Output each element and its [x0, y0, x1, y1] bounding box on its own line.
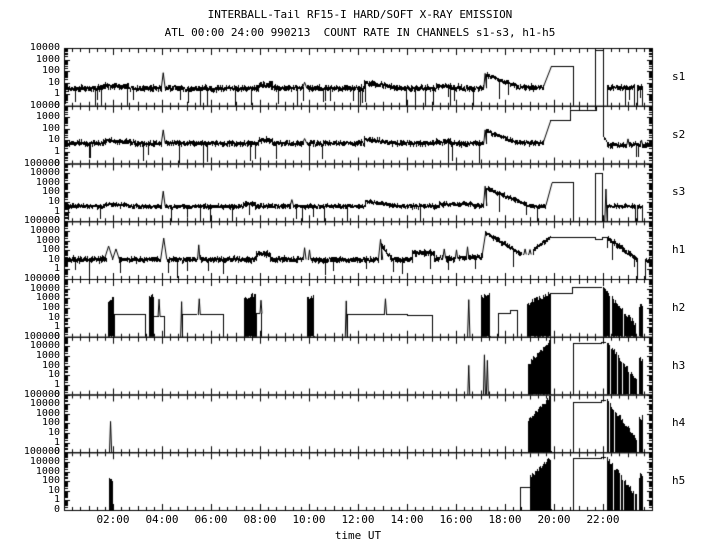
y-tick-label: 0 [53, 446, 60, 458]
y-tick-label: 100 [41, 301, 60, 313]
y-tick-label: 1000 [35, 292, 60, 304]
y-tick-label: 0 [53, 504, 60, 515]
y-tick-label: 100000 [23, 157, 60, 169]
y-tick-label: 100 [41, 186, 60, 198]
x-tick-label: 04:00 [145, 513, 179, 526]
y-tick-label: 0 [53, 99, 60, 111]
x-tick-label: 08:00 [243, 513, 277, 526]
y-tick-label: 1000 [35, 350, 60, 361]
y-tick-label: 0 [53, 215, 60, 227]
y-tick-label: 10 [47, 311, 60, 323]
y-tick-label: 10 [47, 369, 60, 381]
y-tick-label: 0 [53, 388, 60, 400]
y-tick-label: 1000 [35, 176, 60, 188]
y-tick-label: 1 [53, 88, 60, 100]
y-tick-label: 1 [53, 263, 60, 275]
y-tick-label: 1000 [35, 407, 60, 419]
y-tick-label: 1 [53, 378, 60, 390]
y-tick-label: 100 [41, 359, 60, 371]
y-tick-label: 10000 [29, 42, 60, 53]
x-tick-label: 22:00 [586, 513, 620, 526]
x-tick-label: 18:00 [488, 513, 522, 526]
channel-label-h5: h5 [672, 474, 686, 488]
y-tick-label: 10000 [29, 282, 60, 294]
y-tick-label: 1 [53, 494, 60, 506]
channel-label-h4: h4 [672, 416, 686, 430]
y-tick-label: 10000 [29, 455, 60, 467]
channel-label-h3: h3 [672, 358, 686, 372]
x-axis-title: time UT [334, 529, 382, 542]
y-tick-label: 1 [53, 145, 60, 157]
y-tick-label: 100 [41, 475, 60, 487]
y-tick-label: 100 [41, 65, 60, 77]
y-tick-label: 100000 [23, 388, 60, 400]
y-tick-label: 10 [47, 427, 60, 438]
y-tick-label: 1000 [35, 111, 60, 123]
y-tick-label: 1 [53, 436, 60, 448]
y-tick-label: 1000 [35, 53, 60, 65]
y-tick-label: 10000 [29, 340, 60, 352]
y-tick-label: 10000 [29, 398, 60, 410]
x-tick-label: 16:00 [439, 513, 473, 526]
y-tick-label: 10 [47, 484, 60, 496]
y-tick-label: 100000 [23, 330, 60, 342]
x-tick-label: 12:00 [341, 513, 375, 526]
channel-label-h2: h2 [672, 300, 686, 314]
x-tick-label: 06:00 [194, 513, 228, 526]
y-tick-label: 0 [53, 273, 60, 284]
y-tick-label: 100000 [23, 215, 60, 227]
y-tick-label: 100 [41, 244, 60, 256]
x-tick-label: 20:00 [537, 513, 571, 526]
y-tick-label: 0 [53, 157, 60, 169]
y-tick-label: 10 [47, 253, 60, 265]
y-tick-label: 1 [53, 321, 60, 333]
channel-label-h1: h1 [672, 243, 686, 257]
y-tick-label: 100 [41, 417, 60, 429]
channel-label-s2: s2 [672, 127, 686, 141]
y-tick-label: 100000 [23, 273, 60, 284]
x-tick-label: 02:00 [96, 513, 130, 526]
y-tick-label: 1 [53, 205, 60, 217]
y-tick-label: 10 [47, 196, 60, 207]
y-tick-label: 10 [47, 76, 60, 88]
x-tick-label: 10:00 [292, 513, 326, 526]
channel-label-s3: s3 [672, 185, 686, 199]
y-tick-label: 10000 [29, 167, 60, 179]
y-tick-label: 100000 [23, 446, 60, 458]
x-tick-label: 14:00 [390, 513, 424, 526]
y-tick-label: 0 [53, 330, 60, 342]
chart-title: INTERBALL-Tail RF15-I HARD/SOFT X-RAY EM… [207, 8, 513, 21]
y-tick-label: 1000 [35, 234, 60, 246]
y-tick-label: 1000 [35, 465, 60, 477]
y-tick-label: 100 [41, 122, 60, 134]
channel-label-s1: s1 [672, 69, 686, 83]
y-tick-label: 10000 [29, 99, 60, 111]
y-tick-label: 10 [47, 134, 60, 146]
y-tick-label: 10000 [29, 224, 60, 236]
chart-subtitle: ATL 00:00 24:00 990213 COUNT RATE IN CHA… [164, 26, 556, 39]
